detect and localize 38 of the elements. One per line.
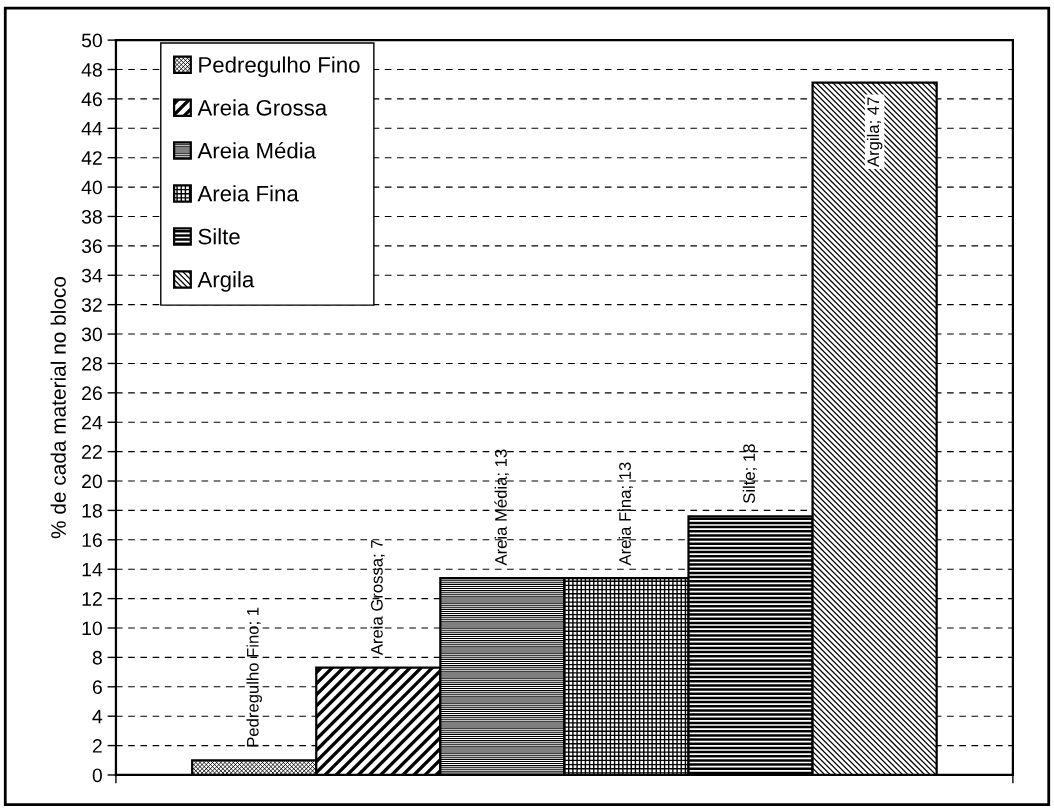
y-tick-label: 48: [81, 62, 102, 77]
y-tick-label: 26: [82, 386, 102, 401]
y-tick-label: 28: [82, 356, 102, 371]
y-tick-label: 14: [82, 562, 103, 577]
data-label: Areia Fina; 13: [618, 462, 633, 566]
legend-label: Areia Média: [197, 142, 317, 159]
y-tick-label: 4: [92, 709, 103, 724]
y-tick-label: 20: [82, 474, 102, 489]
legend-label: Areia Grossa: [197, 99, 328, 116]
y-tick-label: 12: [82, 592, 102, 606]
y-tick-label: 36: [81, 239, 102, 254]
y-tick-label: 32: [81, 298, 102, 312]
y-tick-label: 30: [81, 327, 102, 342]
y-tick-label: 8: [92, 650, 102, 665]
legend-label: Pedregulho Fino: [199, 56, 360, 78]
data-label: Pedregulho Fino; 1: [246, 607, 262, 747]
data-label: Argila; 47: [866, 97, 883, 167]
y-tick-label: 0: [92, 768, 102, 783]
legend-label: Argila: [197, 271, 255, 292]
y-tick-label: 38: [81, 209, 102, 224]
y-tick-label: 16: [82, 533, 102, 548]
data-label: Silte; 18: [742, 444, 757, 504]
y-tick-label: 22: [82, 445, 102, 459]
y-tick-label: 18: [82, 503, 102, 518]
y-tick-label: 34: [81, 268, 103, 283]
y-tick-label: 44: [81, 121, 103, 136]
y-axis-title: % de cada material no bloco: [50, 276, 66, 539]
y-tick-label: 42: [81, 151, 102, 165]
data-label: Areia Grossa; 7: [370, 540, 385, 656]
y-tick-label: 6: [92, 680, 102, 695]
legend-label: Silte: [198, 228, 240, 245]
y-tick-label: 46: [81, 92, 102, 107]
legend-label: Areia Fina: [197, 185, 299, 202]
y-tick-label: 40: [81, 180, 102, 195]
y-tick-label: 24: [82, 415, 103, 430]
y-tick-label: 2: [92, 739, 102, 753]
y-tick-label: 50: [81, 33, 102, 48]
y-tick-label: 10: [82, 621, 102, 636]
